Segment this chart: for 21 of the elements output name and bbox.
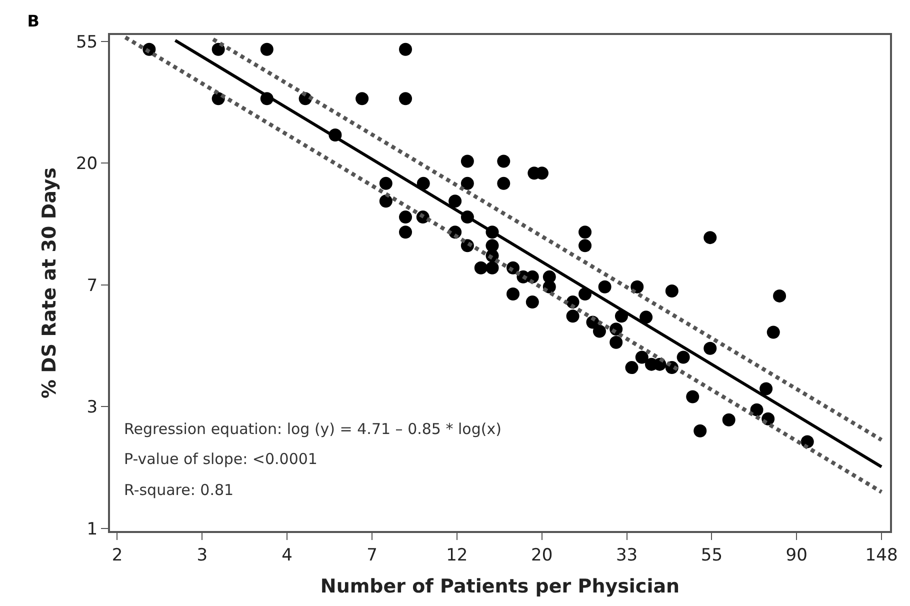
chart-title: B <box>27 11 40 30</box>
x-tick-label: 55 <box>700 545 723 566</box>
x-tick-label: 148 <box>865 545 898 566</box>
x-tick-label: 2 <box>112 545 123 566</box>
y-tick-label: 55 <box>76 32 98 52</box>
x-axis-title: Number of Patients per Physician <box>320 576 680 598</box>
x-tick-label: 12 <box>446 545 468 566</box>
annotation: Regression equation: log (y) = 4.71 – 0.85 * log(x) <box>124 420 502 438</box>
x-tick-label: 90 <box>786 545 808 566</box>
x-tick-label: 4 <box>282 545 292 566</box>
x-tick-label: 7 <box>366 545 378 566</box>
annotation: R-square: 0.81 <box>124 481 234 499</box>
x-tick-label: 33 <box>616 545 638 566</box>
y-tick-label: 1 <box>86 519 98 540</box>
y-tick-label: 3 <box>86 398 98 418</box>
annotation: P-value of slope: <0.0001 <box>124 450 318 468</box>
y-tick-label: 7 <box>86 276 98 296</box>
y-axis-title: % DS Rate at 30 Days <box>38 167 60 399</box>
y-tick-label: 20 <box>76 154 98 174</box>
x-tick-label: 3 <box>196 545 208 566</box>
x-tick-label: 20 <box>531 545 553 566</box>
